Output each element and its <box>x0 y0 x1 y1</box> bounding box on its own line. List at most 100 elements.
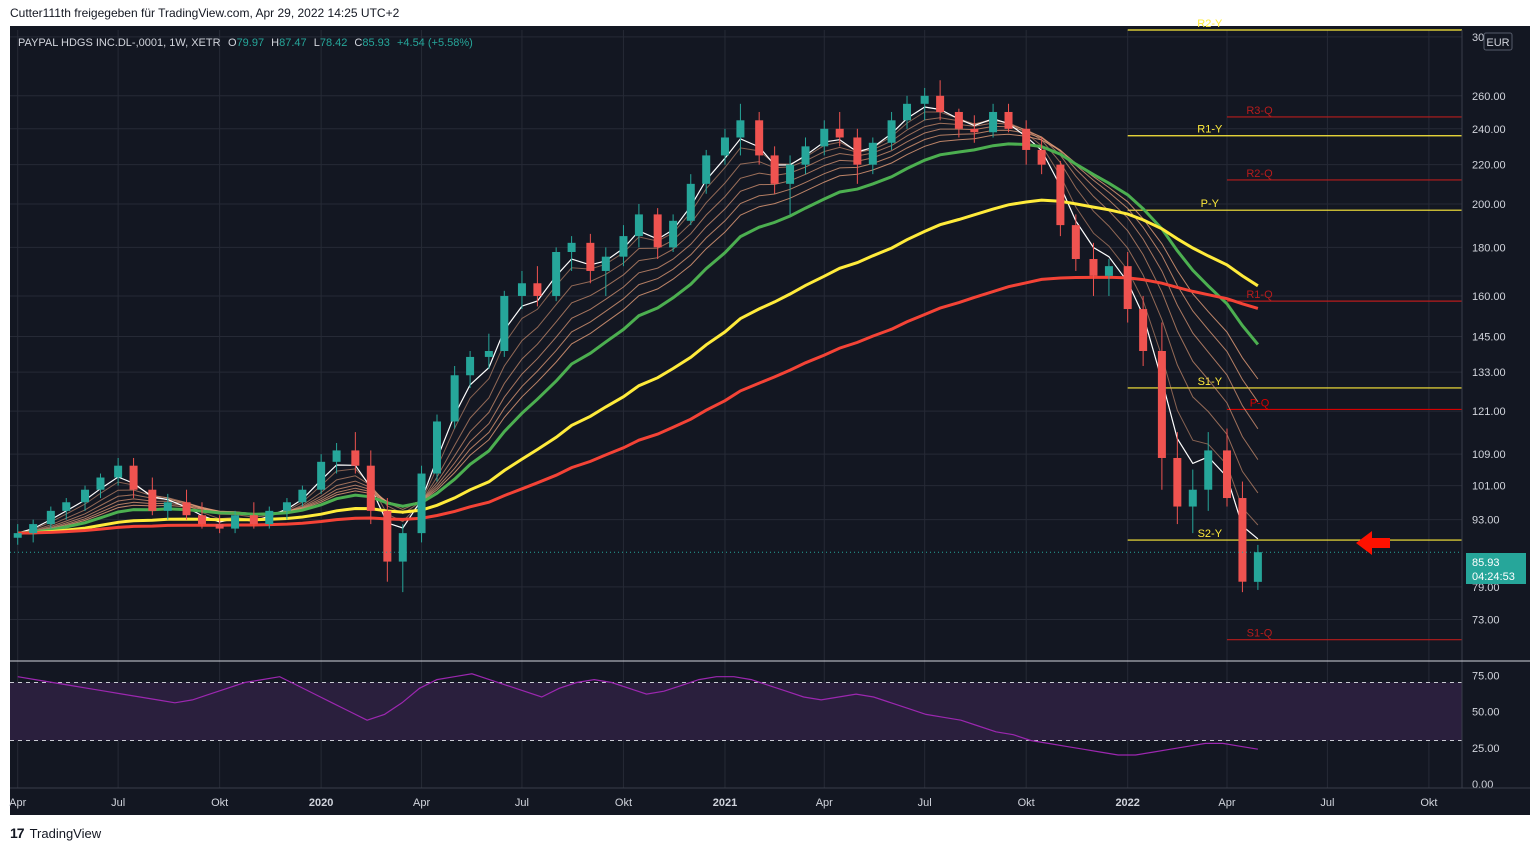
candle-body <box>1022 128 1031 150</box>
candle-body <box>1037 149 1046 165</box>
candle-body <box>1071 225 1080 260</box>
candle-body <box>13 533 22 538</box>
candle-body <box>755 120 764 156</box>
candle-body <box>383 510 392 562</box>
rsi-line <box>17 673 1258 756</box>
rsi-tick-label: 50.00 <box>1472 707 1500 719</box>
rsi-tick-label: 75.00 <box>1472 670 1500 682</box>
currency-label: EUR <box>1486 37 1509 49</box>
pivot-label: P-Q <box>1250 397 1270 409</box>
candle-body <box>1173 457 1182 507</box>
time-tick-label: Apr <box>1218 797 1235 809</box>
pivot-label: R2-Y <box>1197 18 1223 30</box>
pivot-label: R1-Y <box>1197 124 1223 136</box>
candle-body <box>81 489 90 503</box>
time-tick-label: Jul <box>1320 797 1334 809</box>
candle-body <box>552 252 561 296</box>
legend-symbol: PAYPAL HDGS INC.DL-,0001, 1W, XETR <box>18 37 221 49</box>
candle-body <box>1222 450 1231 499</box>
price-tick-label: 79.00 <box>1472 582 1500 594</box>
candle-body <box>500 295 509 351</box>
pivot-label: R2-Q <box>1246 168 1273 180</box>
price-tick-label: 160.00 <box>1472 291 1506 303</box>
candle-body <box>466 356 475 376</box>
candle-body <box>62 502 71 511</box>
candle-body <box>989 111 998 133</box>
candle-body <box>601 256 610 271</box>
time-tick-label: Jul <box>918 797 932 809</box>
rsi-tick-label: 0.00 <box>1472 779 1493 791</box>
pivot-label: S1-Q <box>1247 628 1273 640</box>
candle-body <box>163 502 172 511</box>
footer: 17 TradingView <box>0 815 1540 851</box>
legend-o-label: O <box>228 37 237 49</box>
candle-body <box>265 510 274 525</box>
candle-body <box>148 489 157 511</box>
candle-body <box>770 155 779 184</box>
time-tick-label: Okt <box>1018 797 1035 809</box>
time-tick-label: 2022 <box>1115 797 1139 809</box>
legend-h-value: 87.47 <box>279 37 307 49</box>
candle-body <box>801 146 810 165</box>
price-tick-label: 30 <box>1472 32 1484 44</box>
pivot-label: P-Y <box>1201 198 1220 210</box>
pivot-label: R1-Q <box>1246 289 1273 301</box>
price-tick-label: 93.00 <box>1472 515 1500 527</box>
candle-body <box>249 515 258 525</box>
candle-body <box>533 283 542 296</box>
candle-body <box>1089 259 1098 276</box>
price-tick-label: 109.00 <box>1472 449 1506 461</box>
bar-countdown: 04:24:53 <box>1472 571 1515 583</box>
price-tick-label: 101.00 <box>1472 481 1506 493</box>
candle-body <box>970 128 979 133</box>
price-tick-label: 121.00 <box>1472 406 1506 418</box>
price-tick-label: 240.00 <box>1472 124 1506 136</box>
pivot-label: R3-Q <box>1246 105 1273 117</box>
candle-body <box>567 242 576 253</box>
candle-body <box>619 236 628 257</box>
candle-body <box>432 421 441 474</box>
candle-body <box>317 461 326 490</box>
candle-body <box>1188 489 1197 507</box>
candle-body <box>215 524 224 529</box>
axes: 79.00 73.00 93.00 101.00 109.00 121.00 133.00 1… <box>9 30 1530 809</box>
rsi-panel: 75.00 50.00 25.00 0.00 <box>10 670 1500 791</box>
time-tick-label: 2021 <box>713 797 737 809</box>
time-tick-label: Jul <box>111 797 125 809</box>
time-tick-label: Okt <box>211 797 228 809</box>
candle-body <box>197 515 206 525</box>
tradingview-logo[interactable]: 17 TradingView <box>10 825 101 841</box>
candle-body <box>351 450 360 466</box>
candle-body <box>1238 498 1247 582</box>
price-tick-label: 260.00 <box>1472 91 1506 103</box>
ma-200-line <box>17 275 1259 535</box>
legend-c-label: C <box>354 37 362 49</box>
rsi-band <box>10 682 1462 741</box>
candle-body <box>96 477 105 490</box>
candle-body <box>332 450 341 462</box>
candle-body <box>29 524 38 534</box>
candle-body <box>853 137 862 165</box>
candle-body <box>231 515 240 529</box>
price-tick-label: 180.00 <box>1472 242 1506 254</box>
candle-body <box>1139 309 1148 351</box>
candle-body <box>720 137 729 156</box>
currency-button[interactable] <box>1483 32 1513 51</box>
share-header: Cutter111th freigegeben für TradingView.… <box>0 0 1540 30</box>
candle-body <box>450 375 459 422</box>
candle-body <box>114 465 123 478</box>
candle-body <box>1104 266 1113 276</box>
time-tick-label: 2020 <box>309 797 333 809</box>
price-tick-label: 145.00 <box>1472 332 1506 344</box>
chart-canvas[interactable]: R2-YR3-QR1-YR2-QP-YR1-QS1-YP-QS2-YS1-Q 7… <box>0 0 1540 815</box>
last-price-badge-bg <box>1466 553 1526 584</box>
candle-body <box>298 489 307 503</box>
time-tick-label: Okt <box>615 797 632 809</box>
candle-body <box>1123 266 1132 310</box>
candle-body <box>634 214 643 237</box>
pivot-levels: R2-YR3-QR1-YR2-QP-YR1-QS1-YP-QS2-YS1-Q <box>1127 18 1462 641</box>
legend-c-value: 85.93 <box>362 37 390 49</box>
candle-body <box>484 350 493 357</box>
candle-body <box>1157 350 1166 458</box>
candle-body <box>954 111 963 129</box>
